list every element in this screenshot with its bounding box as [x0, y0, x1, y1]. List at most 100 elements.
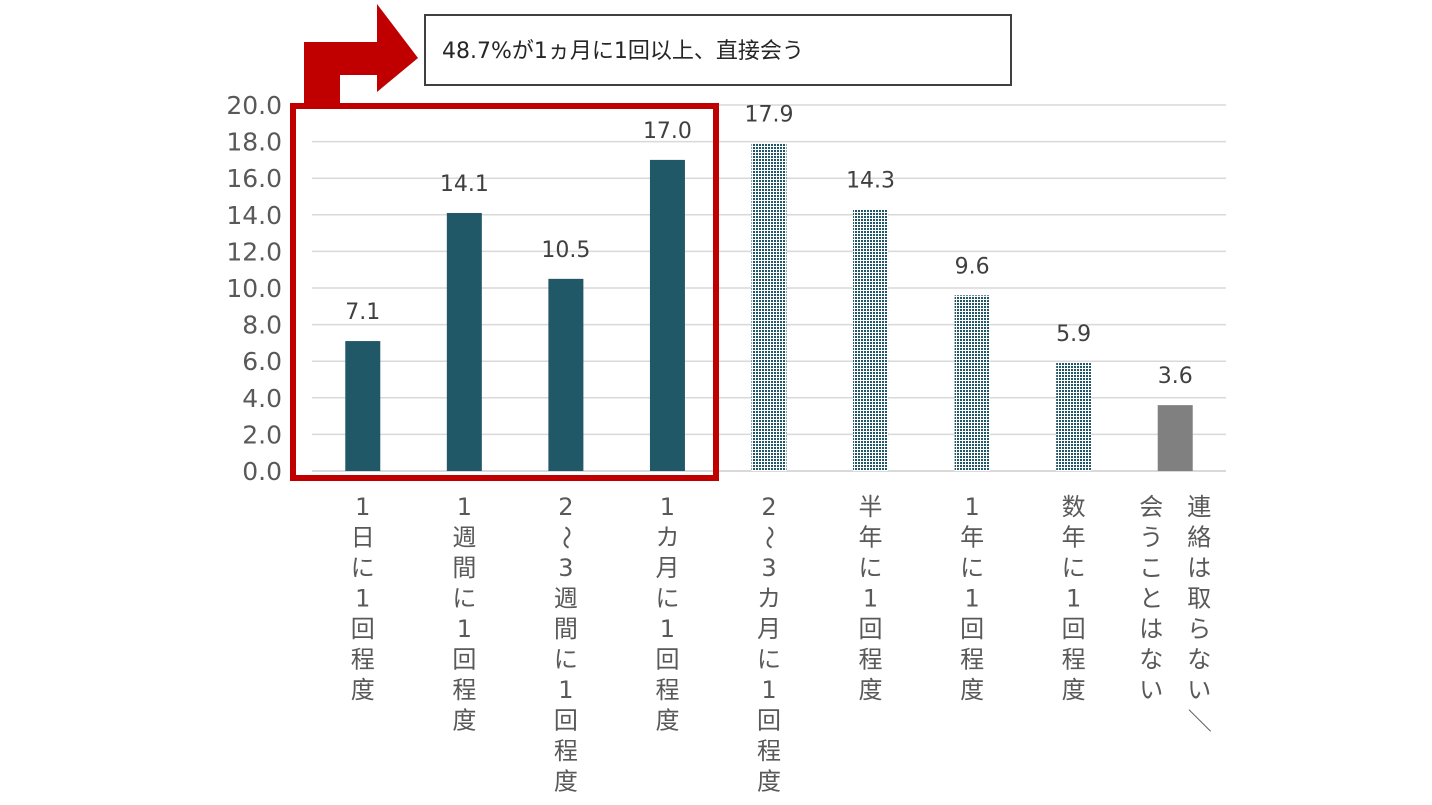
bar	[345, 341, 381, 471]
x-category-char: 月	[655, 554, 679, 582]
x-category-char: 回	[960, 615, 984, 643]
x-category-char: 3	[558, 554, 573, 582]
x-category-char: 半	[859, 493, 883, 521]
data-label: 7.1	[345, 300, 380, 325]
x-category-char: 間	[554, 615, 578, 643]
highlight-box	[290, 103, 719, 481]
x-category-char: 度	[960, 676, 984, 704]
bar	[853, 209, 889, 471]
x-category-char: 回	[452, 646, 476, 674]
x-category-char: に	[351, 554, 375, 582]
data-label: 9.6	[955, 254, 990, 279]
x-category-char: 度	[351, 676, 375, 704]
x-category-char: 1	[355, 493, 370, 521]
y-tick-label: 18.0	[226, 128, 282, 157]
bar	[649, 159, 685, 471]
x-category-char: 1	[457, 493, 472, 521]
x-category-char: 週	[452, 524, 476, 552]
y-tick-label: 8.0	[242, 311, 282, 340]
x-category-char: 度	[655, 707, 679, 735]
x-category-char: 程	[1062, 646, 1086, 674]
y-tick-label: 4.0	[242, 384, 282, 413]
x-category-char: に	[859, 554, 883, 582]
x-axis-category-labels: 1日に1回程度1週間に1回程度2〜3週間に1回程度1カ月に1回程度2〜3カ月に1…	[351, 493, 1213, 796]
data-labels: 7.1 14.1 10.5 17.0 17.9 14.3 9.6 5.9 3.6	[345, 102, 1192, 389]
bar	[548, 278, 584, 471]
x-category-char: は	[1187, 554, 1211, 582]
x-category-char: 程	[757, 737, 781, 765]
x-category-char: 回	[554, 707, 578, 735]
data-label: 14.1	[440, 172, 489, 197]
x-category-char: 1	[964, 493, 979, 521]
x-category-char: 月	[757, 615, 781, 643]
x-category-char: 回	[351, 615, 375, 643]
x-category-char: 1	[355, 585, 370, 613]
data-label: 17.0	[643, 119, 692, 144]
y-tick-label: 14.0	[226, 201, 282, 230]
bar	[1056, 363, 1092, 471]
x-category-char: 回	[655, 646, 679, 674]
x-category-char: 〜	[755, 526, 783, 550]
x-category-char: に	[1062, 554, 1086, 582]
data-label: 17.9	[745, 102, 794, 127]
x-category-char: ／	[1185, 709, 1213, 733]
x-category-char: 週	[554, 585, 578, 613]
x-category-char: 程	[859, 646, 883, 674]
x-category-char: 2	[761, 493, 776, 521]
x-category-char: 度	[859, 676, 883, 704]
x-category-char: 度	[757, 768, 781, 796]
bar	[954, 295, 990, 471]
y-tick-label: 6.0	[242, 347, 282, 376]
x-category-char: 程	[351, 646, 375, 674]
x-category-char: 年	[859, 524, 883, 552]
x-category-char: な	[1187, 646, 1211, 674]
x-category-char: に	[452, 585, 476, 613]
x-category-char: い	[1187, 676, 1211, 704]
x-category-char: 程	[452, 676, 476, 704]
x-category-char: 絡	[1187, 524, 1211, 552]
x-category-char: 程	[554, 737, 578, 765]
x-category-char: に	[554, 646, 578, 674]
x-category-char: 1	[1066, 585, 1081, 613]
data-label: 14.3	[846, 168, 895, 193]
x-category-char: 度	[554, 768, 578, 796]
x-category-char: カ	[757, 585, 781, 613]
x-category-char: 1	[457, 615, 472, 643]
y-tick-label: 10.0	[226, 274, 282, 303]
bar	[446, 212, 482, 471]
x-category-char: 2	[558, 493, 573, 521]
data-label: 10.5	[541, 238, 590, 263]
x-category-char: 3	[761, 554, 776, 582]
bar	[1157, 405, 1193, 471]
x-category-char: 程	[655, 676, 679, 704]
x-category-char: 回	[757, 707, 781, 735]
x-category-char: 間	[452, 554, 476, 582]
x-category-char: こ	[1139, 554, 1163, 582]
x-category-char: 会	[1139, 493, 1163, 521]
data-label: 5.9	[1056, 322, 1091, 347]
x-category-char: カ	[655, 524, 679, 552]
x-category-char: 1	[558, 676, 573, 704]
x-category-char: 1	[863, 585, 878, 613]
x-category-char: 1	[660, 615, 675, 643]
y-tick-label: 0.0	[242, 457, 282, 486]
x-category-char: 回	[1062, 615, 1086, 643]
data-label: 3.6	[1158, 364, 1193, 389]
x-category-char: と	[1139, 585, 1163, 613]
bars	[345, 143, 1193, 471]
x-category-char: 1	[660, 493, 675, 521]
bar	[751, 143, 787, 471]
x-category-char: 程	[960, 646, 984, 674]
x-category-char: 1	[964, 585, 979, 613]
x-category-char: 度	[452, 707, 476, 735]
x-category-char: 度	[1062, 676, 1086, 704]
x-category-char: に	[655, 585, 679, 613]
x-category-char: は	[1139, 615, 1163, 643]
